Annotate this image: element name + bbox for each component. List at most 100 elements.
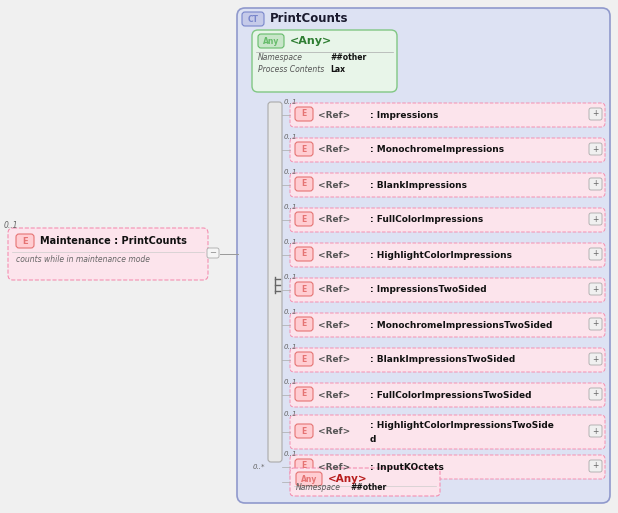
FancyBboxPatch shape bbox=[295, 282, 313, 296]
Text: +: + bbox=[592, 214, 598, 224]
Text: : HighlightColorImpressionsTwoSide: : HighlightColorImpressionsTwoSide bbox=[370, 422, 554, 430]
Text: 0..1: 0..1 bbox=[284, 309, 297, 315]
FancyBboxPatch shape bbox=[295, 212, 313, 226]
Text: +: + bbox=[592, 249, 598, 259]
Text: E: E bbox=[302, 285, 307, 293]
FancyBboxPatch shape bbox=[589, 248, 602, 260]
Text: +: + bbox=[592, 145, 598, 153]
FancyBboxPatch shape bbox=[589, 353, 602, 365]
Text: +: + bbox=[592, 285, 598, 293]
Text: ##other: ##other bbox=[330, 53, 366, 63]
FancyBboxPatch shape bbox=[589, 318, 602, 330]
Text: E: E bbox=[302, 320, 307, 328]
Text: 0..1: 0..1 bbox=[284, 169, 297, 175]
FancyBboxPatch shape bbox=[589, 108, 602, 120]
FancyBboxPatch shape bbox=[295, 247, 313, 261]
Text: 0..1: 0..1 bbox=[284, 134, 297, 140]
Text: <Ref>: <Ref> bbox=[318, 215, 350, 225]
FancyBboxPatch shape bbox=[290, 383, 605, 407]
Text: 0..1: 0..1 bbox=[284, 411, 297, 417]
Text: E: E bbox=[302, 249, 307, 259]
FancyBboxPatch shape bbox=[589, 178, 602, 190]
FancyBboxPatch shape bbox=[295, 352, 313, 366]
Text: 0..1: 0..1 bbox=[284, 344, 297, 350]
Text: CT: CT bbox=[247, 14, 258, 24]
Text: <Ref>: <Ref> bbox=[318, 390, 350, 400]
Text: : ImpressionsTwoSided: : ImpressionsTwoSided bbox=[370, 286, 486, 294]
Text: Namespace: Namespace bbox=[258, 53, 303, 63]
FancyBboxPatch shape bbox=[295, 107, 313, 121]
Text: : BlankImpressionsTwoSided: : BlankImpressionsTwoSided bbox=[370, 356, 515, 365]
Text: : MonochromeImpressions: : MonochromeImpressions bbox=[370, 146, 504, 154]
Text: Namespace: Namespace bbox=[296, 483, 341, 491]
Text: +: + bbox=[592, 109, 598, 119]
Text: : MonochromeImpressionsTwoSided: : MonochromeImpressionsTwoSided bbox=[370, 321, 552, 329]
Text: <Any>: <Any> bbox=[290, 36, 332, 46]
Text: E: E bbox=[302, 109, 307, 119]
FancyBboxPatch shape bbox=[290, 455, 605, 479]
Text: Lax: Lax bbox=[330, 66, 345, 74]
FancyBboxPatch shape bbox=[295, 459, 313, 473]
FancyBboxPatch shape bbox=[16, 234, 34, 248]
Text: +: + bbox=[592, 180, 598, 188]
Text: 0..1: 0..1 bbox=[284, 239, 297, 245]
Text: ##other: ##other bbox=[350, 483, 386, 491]
Text: : HighlightColorImpressions: : HighlightColorImpressions bbox=[370, 250, 512, 260]
FancyBboxPatch shape bbox=[290, 415, 605, 449]
FancyBboxPatch shape bbox=[589, 143, 602, 155]
Text: 0..1: 0..1 bbox=[284, 99, 297, 105]
FancyBboxPatch shape bbox=[295, 177, 313, 191]
Text: E: E bbox=[302, 214, 307, 224]
FancyBboxPatch shape bbox=[242, 12, 264, 26]
Text: +: + bbox=[592, 354, 598, 364]
FancyBboxPatch shape bbox=[290, 208, 605, 232]
FancyBboxPatch shape bbox=[295, 424, 313, 438]
Text: <Ref>: <Ref> bbox=[318, 356, 350, 365]
FancyBboxPatch shape bbox=[589, 283, 602, 295]
Text: : InputKOctets: : InputKOctets bbox=[370, 463, 444, 471]
Text: E: E bbox=[302, 180, 307, 188]
Text: 0..1: 0..1 bbox=[284, 451, 297, 457]
FancyBboxPatch shape bbox=[237, 8, 610, 503]
FancyBboxPatch shape bbox=[290, 103, 605, 127]
FancyBboxPatch shape bbox=[589, 425, 602, 437]
Text: 0..1: 0..1 bbox=[284, 274, 297, 280]
Text: E: E bbox=[302, 462, 307, 470]
Text: +: + bbox=[592, 389, 598, 399]
FancyBboxPatch shape bbox=[268, 102, 282, 462]
FancyBboxPatch shape bbox=[295, 387, 313, 401]
Text: Maintenance : PrintCounts: Maintenance : PrintCounts bbox=[40, 236, 187, 246]
Text: <Ref>: <Ref> bbox=[318, 321, 350, 329]
Text: 0..1: 0..1 bbox=[4, 221, 19, 229]
FancyBboxPatch shape bbox=[290, 348, 605, 372]
Text: E: E bbox=[22, 236, 28, 246]
Text: d: d bbox=[370, 435, 376, 444]
FancyBboxPatch shape bbox=[258, 34, 284, 48]
Text: Process Contents: Process Contents bbox=[258, 66, 324, 74]
Text: −: − bbox=[210, 248, 216, 258]
Text: <Ref>: <Ref> bbox=[318, 181, 350, 189]
Text: <Ref>: <Ref> bbox=[318, 427, 350, 437]
FancyBboxPatch shape bbox=[295, 142, 313, 156]
Text: PrintCounts: PrintCounts bbox=[270, 12, 349, 26]
FancyBboxPatch shape bbox=[295, 317, 313, 331]
Text: E: E bbox=[302, 426, 307, 436]
FancyBboxPatch shape bbox=[290, 468, 440, 496]
FancyBboxPatch shape bbox=[252, 30, 397, 92]
FancyBboxPatch shape bbox=[589, 460, 602, 472]
Text: 0..*: 0..* bbox=[253, 464, 266, 470]
Text: E: E bbox=[302, 354, 307, 364]
Text: Any: Any bbox=[263, 36, 279, 46]
Text: <Ref>: <Ref> bbox=[318, 250, 350, 260]
FancyBboxPatch shape bbox=[290, 173, 605, 197]
FancyBboxPatch shape bbox=[296, 472, 322, 486]
Text: <Ref>: <Ref> bbox=[318, 110, 350, 120]
FancyBboxPatch shape bbox=[589, 213, 602, 225]
Text: E: E bbox=[302, 389, 307, 399]
Text: : Impressions: : Impressions bbox=[370, 110, 438, 120]
Text: <Ref>: <Ref> bbox=[318, 463, 350, 471]
Text: : FullColorImpressionsTwoSided: : FullColorImpressionsTwoSided bbox=[370, 390, 531, 400]
FancyBboxPatch shape bbox=[290, 138, 605, 162]
Text: E: E bbox=[302, 145, 307, 153]
Text: Any: Any bbox=[301, 475, 317, 483]
